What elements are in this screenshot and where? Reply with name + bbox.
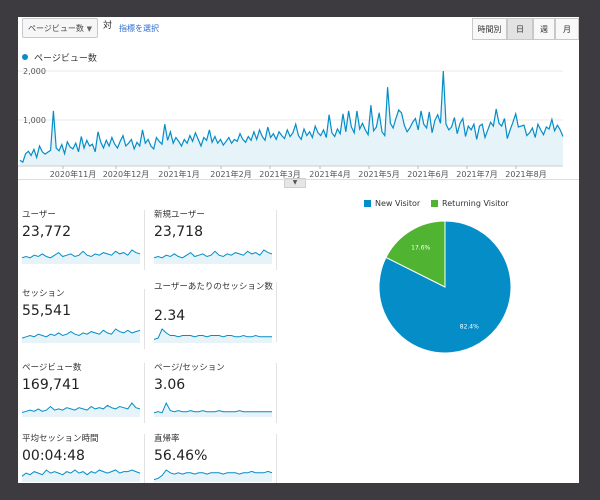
tile-value: 3.06 (154, 377, 186, 393)
visitor-type-pie-chart: 82.4% 17.6% (378, 220, 512, 354)
metric-tile-users[interactable]: ユーザー 23,772 (18, 210, 145, 270)
granularity-week-button[interactable]: 週 (533, 18, 555, 40)
analytics-panel: ページビュー数 ▼ 対 指標を選択 時間別 日 週 月 ページビュー数 2,00… (18, 17, 579, 483)
tile-label: ページ/セッション (154, 363, 225, 373)
x-tick-label: 2021年2月 (210, 169, 251, 179)
sparkline-line (154, 249, 272, 259)
chart-legend: ページビュー数 (22, 51, 97, 64)
metric-tile-new-users[interactable]: 新規ユーザー 23,718 (150, 210, 277, 270)
tile-value: 00:04:48 (22, 448, 85, 464)
sparkline-line (22, 328, 140, 339)
series-line (19, 70, 564, 164)
tile-label: 新規ユーザー (154, 210, 205, 220)
granularity-month-button[interactable]: 月 (555, 18, 579, 40)
x-tick-label: 2021年5月 (358, 169, 399, 179)
tile-label: 直帰率 (154, 434, 180, 444)
section-divider (18, 179, 579, 180)
pie-slice-returning-visitor[interactable] (385, 220, 446, 288)
pie-legend-label: New Visitor (375, 199, 421, 208)
granularity-hourly-button[interactable]: 時間別 (472, 18, 507, 40)
tile-sparkline (154, 469, 272, 482)
sparkline-area (154, 250, 272, 264)
series-area (20, 71, 563, 166)
metric-tile-sessions[interactable]: セッション 55,541 (18, 289, 145, 349)
tile-value: 55,541 (22, 303, 71, 319)
legend-swatch-icon (431, 200, 438, 207)
legend-dot-icon (22, 54, 28, 60)
pageviews-line-chart: 2,000 1,000 2020年11月 2020年12月 2021年1月 2021年… (18, 67, 564, 179)
collapse-toggle[interactable]: ▼ (284, 178, 306, 188)
sparkline-area (22, 250, 140, 264)
sparkline-line (154, 401, 272, 414)
legend-label: ページビュー数 (34, 54, 97, 64)
tile-sparkline (22, 328, 140, 343)
select-metric-link[interactable]: 指標を選択 (119, 24, 159, 33)
sparkline-area (154, 470, 272, 482)
tile-value: 169,741 (22, 377, 80, 393)
metric-tile-pages-per-session[interactable]: ページ/セッション 3.06 (150, 363, 277, 423)
pie-legend-returning-visitor[interactable]: Returning Visitor (431, 199, 509, 208)
tile-label: 平均セッション時間 (22, 434, 99, 444)
tile-label: ページビュー数 (22, 363, 82, 373)
x-tick-label: 2020年11月 (50, 169, 97, 179)
y-tick-label: 2,000 (23, 67, 46, 76)
x-tick-label: 2020年12月 (103, 169, 150, 179)
tile-sparkline (154, 249, 272, 264)
legend-swatch-icon (364, 200, 371, 207)
vs-label: 対 (103, 21, 113, 31)
tile-label: ユーザー (22, 210, 56, 220)
tile-sparkline (22, 402, 140, 417)
y-tick-label: 1,000 (23, 116, 46, 125)
x-tick-label: 2021年1月 (158, 169, 199, 179)
sparkline-line (22, 469, 140, 477)
metric-tile-avg-session-duration[interactable]: 平均セッション時間 00:04:48 (18, 434, 145, 483)
pie-legend-label: Returning Visitor (442, 199, 509, 208)
x-tick-label: 2021年6月 (407, 169, 448, 179)
pie-label-returning-visitor: 17.6% (411, 245, 430, 252)
tile-label: セッション (22, 289, 65, 299)
pie-label-new-visitor: 82.4% (460, 323, 479, 330)
tile-sparkline (22, 249, 140, 264)
tile-label: ユーザーあたりのセッション数 (154, 282, 273, 292)
tile-sparkline (154, 328, 272, 343)
tile-sparkline (22, 469, 140, 482)
metric-tile-pageviews[interactable]: ページビュー数 169,741 (18, 363, 145, 423)
tile-value: 2.34 (154, 308, 186, 324)
sparkline-area (22, 329, 140, 343)
tile-value: 56.46% (154, 448, 208, 464)
metric-dropdown-label: ページビュー数 (28, 24, 84, 33)
tile-value: 23,718 (154, 224, 203, 240)
metric-tile-sessions-per-user[interactable]: ユーザーあたりのセッション数 2.34 (150, 282, 277, 343)
x-tick-label: 2021年3月 (259, 169, 300, 179)
sparkline-area (154, 403, 272, 417)
sparkline-line (22, 402, 140, 413)
metric-tile-bounce-rate[interactable]: 直帰率 56.46% (150, 434, 277, 483)
x-tick-label: 2021年4月 (309, 169, 350, 179)
chevron-down-icon: ▼ (86, 25, 92, 33)
granularity-day-button[interactable]: 日 (507, 18, 533, 40)
sparkline-line (22, 249, 140, 259)
sparkline-area (22, 403, 140, 417)
pie-legend-new-visitor[interactable]: New Visitor (364, 199, 420, 208)
sparkline-line (154, 469, 272, 481)
x-tick-label: 2021年7月 (456, 169, 497, 179)
tile-value: 23,772 (22, 224, 71, 240)
tile-sparkline (154, 401, 272, 417)
sparkline-line (154, 328, 272, 340)
x-tick-label: 2021年8月 (505, 169, 546, 179)
metric-dropdown[interactable]: ページビュー数 ▼ (22, 18, 98, 38)
